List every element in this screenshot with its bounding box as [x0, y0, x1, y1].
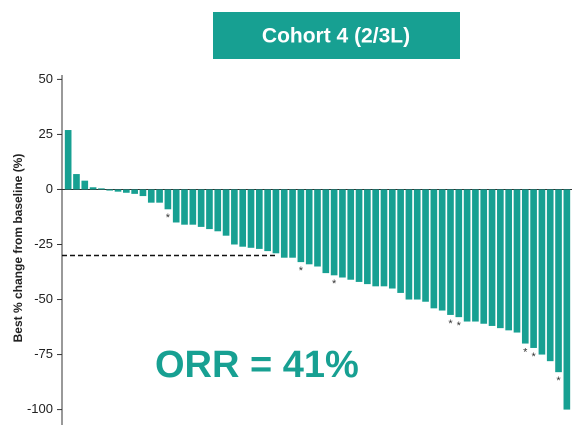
bar	[206, 189, 213, 230]
bar	[330, 189, 338, 276]
bar	[388, 189, 396, 289]
chart-title: Cohort 4 (2/3L)	[262, 25, 410, 48]
bar	[397, 189, 404, 293]
bar	[538, 189, 546, 355]
bar	[247, 189, 255, 248]
bar	[106, 189, 114, 191]
bar	[480, 189, 488, 324]
bar	[488, 189, 496, 326]
bar	[413, 189, 421, 300]
bar-note: *	[332, 278, 337, 290]
bar	[422, 189, 429, 302]
bar	[472, 189, 479, 322]
bar	[297, 189, 305, 263]
bar	[289, 189, 296, 258]
bar	[430, 189, 438, 309]
bar	[505, 189, 512, 331]
bar	[272, 189, 280, 254]
bar	[264, 189, 271, 252]
bar-note: *	[299, 265, 304, 277]
bar	[364, 189, 371, 285]
y-tick-label: -100	[27, 401, 53, 416]
bar	[305, 189, 313, 265]
y-tick-label: 25	[39, 126, 53, 141]
bar	[546, 189, 554, 362]
bar	[405, 189, 413, 300]
bar-note: *	[556, 375, 561, 387]
y-tick-label: -50	[34, 291, 53, 306]
bar	[73, 174, 80, 190]
y-tick-label: -25	[34, 236, 53, 251]
bar	[172, 189, 180, 223]
bar	[123, 189, 130, 193]
bar	[521, 189, 529, 344]
bar	[81, 180, 89, 190]
bar	[530, 189, 537, 348]
bar	[197, 189, 205, 227]
bar	[380, 189, 388, 287]
bar-note: *	[166, 212, 171, 224]
bar	[231, 189, 238, 245]
title-box	[213, 12, 460, 59]
bar	[222, 189, 230, 236]
y-axis-label: Best % change from baseline (%)	[11, 154, 25, 343]
bar	[563, 189, 571, 410]
bar	[114, 189, 122, 192]
bar	[89, 187, 97, 190]
bar	[463, 189, 471, 322]
bar	[314, 189, 321, 267]
bar	[64, 130, 72, 190]
bar	[555, 189, 562, 373]
bar-note: *	[531, 351, 536, 363]
bar	[147, 189, 155, 203]
bar	[98, 188, 105, 190]
bar	[497, 189, 504, 329]
bar	[239, 189, 247, 247]
bar	[322, 189, 330, 274]
bar	[164, 189, 172, 210]
bar	[355, 189, 363, 282]
bar	[347, 189, 355, 280]
bar	[139, 189, 147, 197]
bar-note: *	[448, 318, 453, 330]
bar	[447, 189, 454, 315]
orr-annotation: ORR = 41%	[155, 344, 359, 386]
bar	[339, 189, 346, 278]
bar	[438, 189, 446, 311]
y-tick-label: 50	[39, 71, 53, 86]
bar	[189, 189, 197, 225]
bar-note: *	[523, 346, 528, 358]
y-tick-label: -75	[34, 346, 53, 361]
bar	[156, 189, 163, 203]
y-tick-label: 0	[46, 181, 53, 196]
bar	[255, 189, 263, 249]
bar	[181, 189, 188, 225]
bar	[455, 189, 463, 318]
bar-note: *	[457, 320, 462, 332]
bar	[372, 189, 380, 287]
bar	[214, 189, 222, 232]
bar	[513, 189, 521, 333]
bar	[131, 189, 138, 194]
bar	[280, 189, 288, 258]
